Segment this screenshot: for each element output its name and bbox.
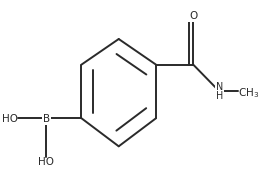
Text: HO: HO <box>38 157 54 167</box>
Text: CH$_3$: CH$_3$ <box>238 87 259 100</box>
Text: HO: HO <box>2 114 18 124</box>
Text: B: B <box>43 114 50 124</box>
Text: N
H: N H <box>216 82 223 101</box>
Text: O: O <box>189 11 197 21</box>
